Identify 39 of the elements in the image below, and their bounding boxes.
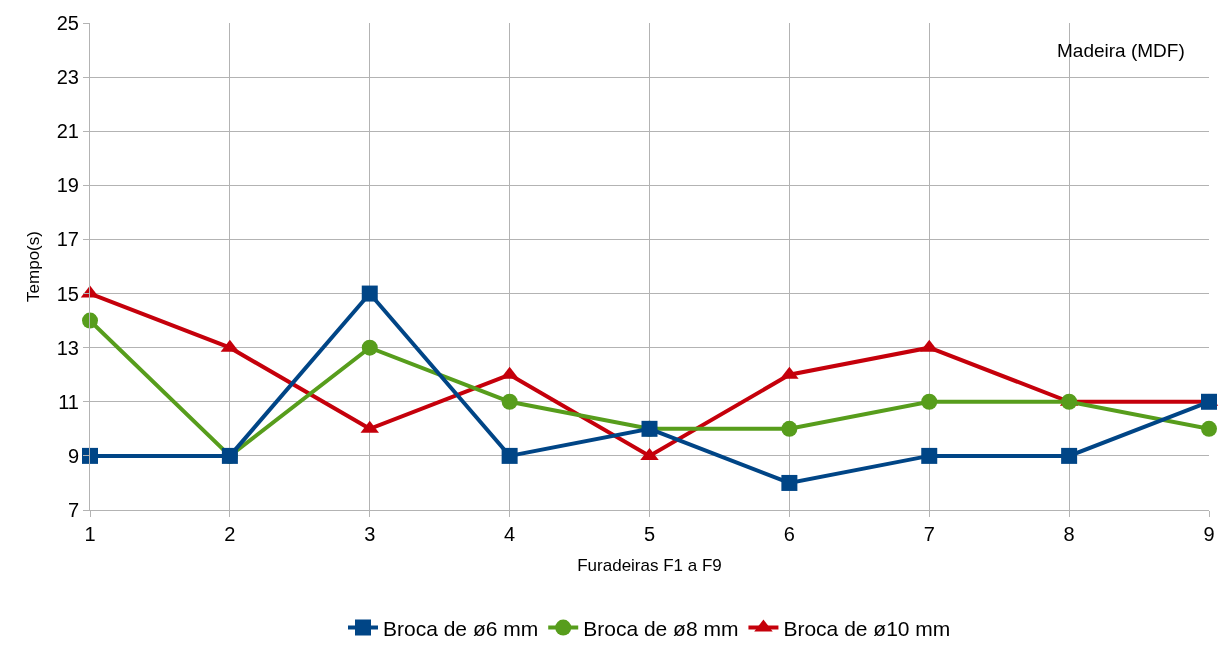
y-tick-label: 23 [56,66,79,89]
point [1061,447,1078,464]
point [82,447,98,464]
x-tick-label: 1 [84,523,96,545]
x-tick-label: 3 [364,523,376,545]
x-tick-label: 4 [504,523,516,545]
y-tick-label: 7 [67,499,79,521]
legend-label: Broca de ø6 mm [383,616,539,640]
x-axis-title: Furadeiras F1 a F9 [577,556,722,576]
point [781,420,798,437]
x-tick-label: 7 [923,523,935,545]
y-tick-label: 17 [56,228,79,251]
point [1201,420,1217,437]
y-tick-label: 19 [56,174,79,197]
point [781,474,798,491]
point [921,447,938,464]
point [1061,393,1078,410]
x-tick-label: 2 [224,523,236,545]
legend-label: Broca de ø10 mm [783,616,951,640]
point [501,393,518,410]
point [82,312,98,329]
point [921,393,938,410]
y-tick-label: 15 [56,282,79,305]
y-tick-label: 11 [58,390,79,413]
y-tick-label: 21 [56,120,79,143]
y-tick-label: 13 [56,336,79,359]
point [361,339,378,356]
y-axis-title: Tempo(s) [24,231,44,302]
annotation: Madeira (MDF) [1057,40,1185,61]
point [361,285,378,302]
y-tick-label: 25 [56,12,79,34]
point [1201,393,1217,410]
point [501,447,518,464]
legend-label: Broca de ø8 mm [583,616,739,640]
y-tick-label: 9 [67,444,79,467]
x-tick-label: 5 [643,523,656,545]
x-tick-label: 8 [1063,523,1075,545]
x-tick-label: 6 [783,523,795,545]
x-tick-label: 9 [1203,523,1215,545]
